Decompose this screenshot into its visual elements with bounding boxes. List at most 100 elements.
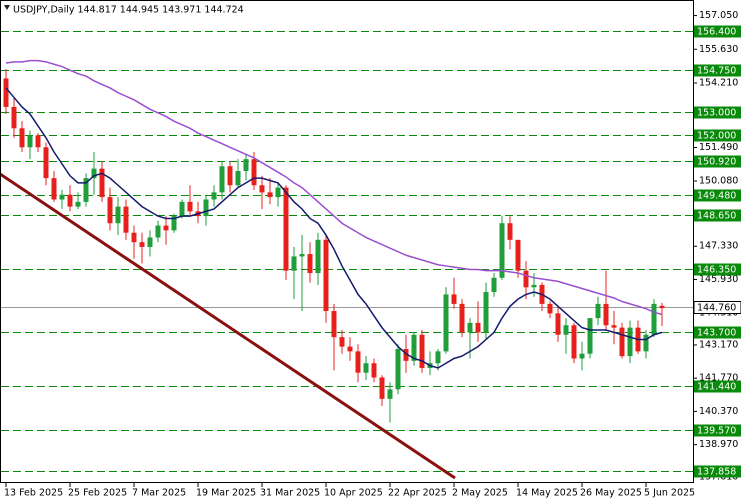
level-label-box: [694, 129, 741, 142]
level-label: 139.570: [697, 426, 736, 437]
candle-body: [331, 311, 337, 338]
candle-body: [123, 206, 129, 233]
y-tick-label: 147.330: [699, 241, 738, 252]
candle-body: [155, 225, 161, 238]
candle-body: [355, 351, 361, 373]
candle-body: [139, 242, 145, 247]
price-label-box: [693, 301, 741, 314]
candle-body: [59, 194, 65, 200]
y-tick-label: 157.050: [699, 10, 738, 21]
x-tick-label: 31 Mar 2025: [260, 488, 320, 499]
level-label: 152.000: [697, 131, 736, 142]
level-label: 153.000: [697, 108, 736, 119]
candle-body: [75, 201, 81, 207]
candle-body: [435, 351, 441, 364]
candle-body: [555, 313, 561, 335]
x-tick-label: 22 Apr 2025: [388, 488, 447, 499]
candle-body: [83, 178, 89, 202]
candle-body: [275, 187, 281, 198]
candle-body: [235, 171, 241, 186]
y-tick-label: 143.170: [699, 339, 738, 350]
x-tick-label: 25 Feb 2025: [68, 488, 127, 499]
level-label: 149.480: [697, 191, 736, 202]
candle-body: [259, 185, 265, 193]
candle-body: [403, 348, 409, 361]
candle-body: [387, 389, 393, 399]
candle-body: [67, 194, 73, 207]
x-tick-label: 5 Jun 2025: [644, 488, 695, 499]
level-label-box: [694, 424, 741, 437]
candle-body: [171, 216, 177, 231]
y-tick-label: 145.930: [699, 274, 738, 285]
y-tick-label: 140.370: [699, 406, 738, 417]
x-tick-label: 2 May 2025: [452, 488, 508, 499]
moving-average-line: [5, 59, 663, 316]
candle-body: [147, 237, 153, 247]
candle-body: [35, 135, 41, 148]
level-label-box: [694, 25, 741, 38]
candle-body: [99, 168, 105, 198]
candle-body: [243, 159, 249, 172]
candle-body: [51, 178, 57, 200]
candle-body: [363, 363, 369, 373]
candle-body: [267, 192, 273, 198]
candle-body: [371, 363, 377, 378]
candle-body: [547, 303, 553, 314]
candle-body: [291, 256, 297, 271]
x-tick-label: 13 Feb 2025: [4, 488, 63, 499]
candle-body: [323, 239, 329, 312]
level-label-box: [694, 209, 741, 222]
candle-body: [227, 166, 233, 186]
candle-body: [19, 128, 25, 148]
level-label-box: [694, 326, 741, 339]
candle-body: [491, 277, 497, 293]
candle-body: [627, 327, 633, 357]
candle-body: [507, 223, 513, 240]
x-tick-label: 7 Mar 2025: [132, 488, 186, 499]
candle-body: [611, 325, 617, 328]
candle-body: [467, 322, 473, 333]
candle-body: [595, 303, 601, 319]
moving-average-line: [5, 87, 663, 369]
level-label: 141.440: [697, 382, 736, 393]
y-tick-label: 151.490: [699, 142, 738, 153]
chart-title: USDJPY,Daily 144.817 144.945 143.971 144…: [13, 5, 244, 16]
candle-body: [587, 318, 593, 354]
y-tick-label: 141.770: [699, 373, 738, 384]
candle-body: [107, 197, 113, 224]
candle-body: [251, 159, 257, 186]
candle-body: [443, 294, 449, 352]
candle-body: [419, 334, 425, 368]
level-label: 146.350: [697, 265, 736, 276]
candle-body: [27, 135, 33, 148]
candle-body: [579, 353, 585, 359]
candle-body: [475, 322, 481, 333]
level-label: 137.858: [697, 467, 736, 478]
candle-body: [163, 225, 169, 231]
candle-body: [515, 239, 521, 271]
candle-body: [11, 106, 17, 129]
price-label: 144.760: [697, 303, 736, 314]
level-label: 156.400: [697, 27, 736, 38]
title-icon: [4, 5, 10, 10]
candle-body: [459, 303, 465, 333]
level-label-box: [694, 155, 741, 168]
candle-body: [347, 346, 353, 352]
candle-body: [523, 270, 529, 288]
level-label-box: [694, 64, 741, 77]
candle-body: [203, 199, 209, 217]
x-tick-label: 19 Mar 2025: [196, 488, 256, 499]
candle-body: [91, 168, 97, 179]
candle-body: [179, 201, 185, 217]
candle-body: [115, 206, 121, 224]
level-label-box: [694, 465, 741, 478]
candle-body: [283, 187, 289, 271]
candle-body: [659, 305, 665, 309]
level-label: 143.700: [697, 328, 736, 339]
level-label: 154.750: [697, 66, 736, 77]
candle-body: [531, 284, 537, 288]
level-label-box: [694, 106, 741, 119]
candle-body: [483, 292, 489, 333]
y-tick-label: 150.080: [699, 175, 738, 186]
candle-body: [603, 303, 609, 326]
